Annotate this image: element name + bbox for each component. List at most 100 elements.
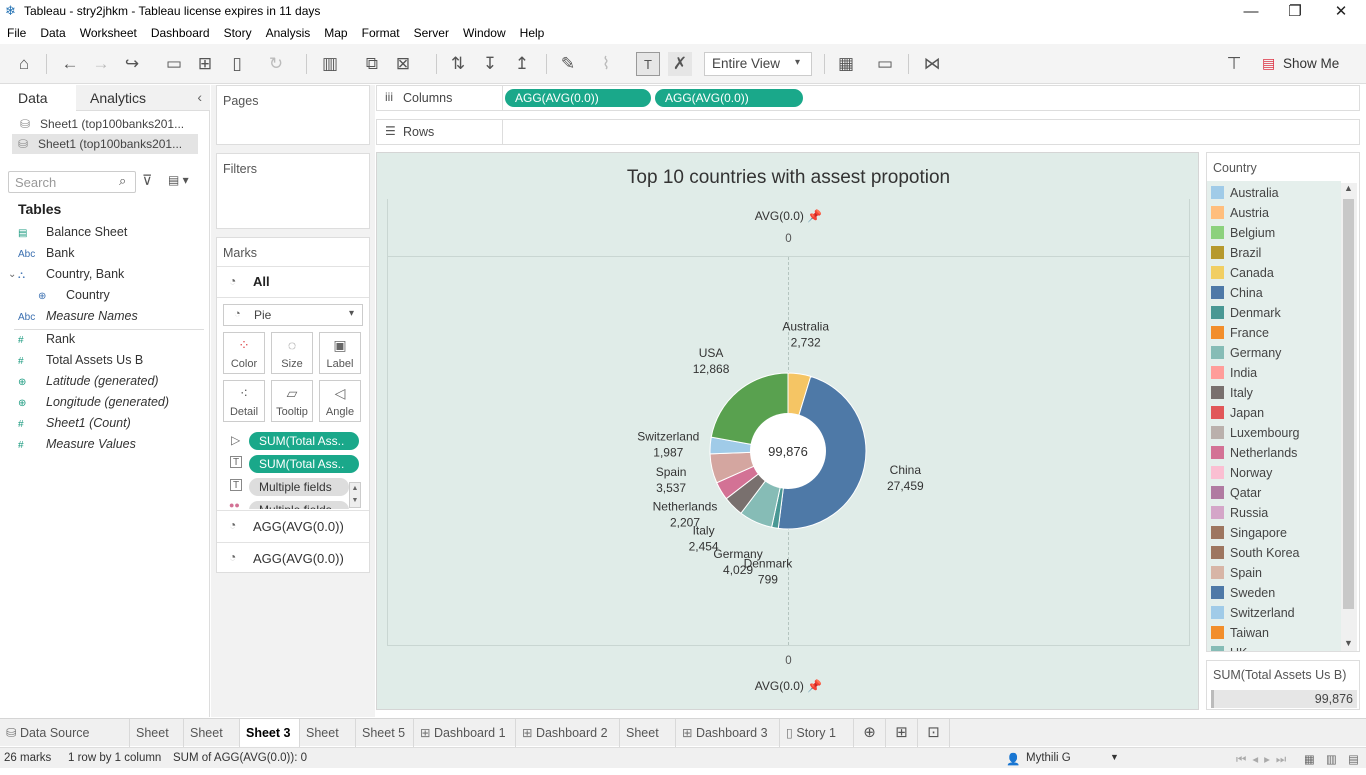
pause-updates-icon[interactable]: ▯ <box>232 54 242 73</box>
legend-item[interactable]: France <box>1211 323 1341 343</box>
field-bank[interactable]: Abc Bank <box>18 243 208 264</box>
menu-map[interactable]: Map <box>324 26 348 40</box>
legend-item[interactable]: Qatar <box>1211 483 1341 503</box>
menu-server[interactable]: Server <box>413 26 449 40</box>
new-worksheet-tab-icon[interactable]: ⊕ <box>854 719 886 747</box>
highlight-icon[interactable]: ✎ <box>560 54 576 73</box>
legend-item[interactable]: Luxembourg <box>1211 423 1341 443</box>
tooltip-button[interactable]: ▱ Tooltip <box>271 380 313 422</box>
tab-data-source[interactable]: ⛁ Data Source <box>0 719 130 747</box>
field-balance-sheet[interactable]: ▤ Balance Sheet <box>18 222 208 243</box>
columns-shelf[interactable]: iii Columns AGG(AVG(0.0)) AGG(AVG(0.0)) <box>376 85 1360 111</box>
tab-sheet-1[interactable]: Sheet 1 <box>130 719 184 768</box>
redo-icon[interactable]: → <box>92 54 110 73</box>
sort-ascending-icon[interactable]: ↧ <box>482 54 498 73</box>
legend-item[interactable]: China <box>1211 283 1341 303</box>
show-mark-labels-icon[interactable]: T <box>636 52 660 76</box>
new-data-source-icon[interactable]: ⊞ <box>197 54 213 73</box>
legend-item[interactable]: Spain <box>1211 563 1341 583</box>
menu-story[interactable]: Story <box>223 26 252 40</box>
menu-window[interactable]: Window <box>462 26 506 40</box>
show-cards-icon[interactable]: ▦ <box>837 54 855 73</box>
duplicate-sheet-icon[interactable]: ⧉ <box>365 54 379 73</box>
legend-item[interactable]: Italy <box>1211 383 1341 403</box>
mark-type-select[interactable]: ◔ Pie ▾ <box>223 304 363 326</box>
pie-chart[interactable]: 99,876 USA 12,868 Australia 2,732 China 27,459… <box>377 153 1200 711</box>
legend-item[interactable]: UK <box>1211 643 1341 651</box>
tab-dashboard-2[interactable]: ⊞ Dashboard 2 <box>516 719 620 747</box>
menu-analysis[interactable]: Analysis <box>265 26 311 40</box>
fit-select[interactable]: Entire View ▾ <box>704 52 812 76</box>
field-measure-names[interactable]: Abc Measure Names <box>18 306 208 327</box>
viz-canvas[interactable]: Top 10 countries with assest propotion A… <box>376 152 1199 710</box>
tab-sheet-3[interactable]: Sheet 3 <box>240 719 300 747</box>
minimize-button[interactable]: — <box>1243 3 1259 20</box>
format-painter-icon[interactable]: ⊤ <box>1226 54 1242 73</box>
new-worksheet-icon[interactable]: ▥ <box>321 54 339 73</box>
share-icon[interactable]: ⋈ <box>923 54 941 73</box>
legend-item[interactable]: Brazil <box>1211 243 1341 263</box>
legend-item[interactable]: South Korea <box>1211 543 1341 563</box>
tab-dashboard-3[interactable]: ⊞ Dashboard 3 <box>676 719 780 747</box>
swap-rows-columns-icon[interactable]: ⇅ <box>450 54 466 73</box>
column-pill[interactable]: AGG(AVG(0.0)) <box>655 89 803 107</box>
legend-item[interactable]: Switzerland <box>1211 603 1341 623</box>
data-source-item-selected[interactable]: ⛁ Sheet1 (top100banks201... <box>12 134 198 154</box>
sheet-navigation-icon[interactable]: ⏮◂▸⏭ <box>1236 754 1293 766</box>
field-longitude[interactable]: ⊕ Longitude (generated) <box>18 392 208 413</box>
field-measure-values[interactable]: # Measure Values <box>18 434 208 455</box>
close-button[interactable]: ✕ <box>1334 3 1348 20</box>
chevron-up-icon[interactable]: ▲ <box>1344 183 1353 193</box>
view-options-icon[interactable]: ▤ ▾ <box>168 173 189 187</box>
field-latitude[interactable]: ⊕ Latitude (generated) <box>18 371 208 392</box>
new-story-tab-icon[interactable]: ⊡ <box>918 719 950 747</box>
legend-item[interactable]: Taiwan <box>1211 623 1341 643</box>
group-icon[interactable]: ⌇ <box>601 54 611 73</box>
field-rank[interactable]: # Rank <box>18 329 208 350</box>
marks-all-row[interactable]: ◔ All <box>217 266 369 298</box>
legend-item[interactable]: Australia <box>1211 183 1341 203</box>
rows-shelf[interactable]: ☰ Rows <box>376 119 1360 145</box>
field-country-bank[interactable]: ⌄ ⛬ Country, Bank <box>8 264 208 285</box>
legend-item[interactable]: Canada <box>1211 263 1341 283</box>
legend-item[interactable]: Sweden <box>1211 583 1341 603</box>
legend-item[interactable]: Austria <box>1211 203 1341 223</box>
filter-icon[interactable]: ⊽ <box>142 172 153 188</box>
tab-sheet-2[interactable]: Sheet 2 <box>184 719 240 768</box>
label-button[interactable]: ▣ Label <box>319 332 361 374</box>
chevron-down-icon[interactable]: ▼ <box>1110 752 1119 762</box>
tab-story-1[interactable]: ▯ Story 1 <box>780 719 854 747</box>
clear-sheet-icon[interactable]: ⊠ <box>395 54 411 73</box>
angle-button[interactable]: ◁ Angle <box>319 380 361 422</box>
label-pill[interactable]: SUM(Total Ass.. <box>249 455 359 473</box>
sort-descending-icon[interactable]: ↥ <box>514 54 530 73</box>
refresh-icon[interactable]: ↻ <box>268 54 284 73</box>
chevron-down-icon[interactable]: ▼ <box>1344 638 1353 648</box>
scrollbar[interactable]: ▲ ▼ <box>349 482 361 508</box>
tab-data[interactable]: Data <box>0 85 76 111</box>
multiple-fields-pill[interactable]: Multiple fields <box>249 501 349 509</box>
field-sheet-count[interactable]: # Sheet1 (Count) <box>18 413 208 434</box>
pages-card[interactable]: Pages <box>216 85 370 145</box>
show-me-icon[interactable]: ▤ <box>1262 55 1276 71</box>
legend-item[interactable]: Denmark <box>1211 303 1341 323</box>
data-source-item[interactable]: ⛁ Sheet1 (top100banks201... <box>14 114 200 134</box>
status-user[interactable]: Mythili G <box>1026 752 1071 764</box>
chevron-down-icon[interactable]: ⌄ <box>8 269 17 280</box>
sheet-view-icon[interactable]: ▦ ▥ ▤ <box>1304 754 1363 766</box>
legend-item[interactable]: Belgium <box>1211 223 1341 243</box>
filters-card[interactable]: Filters <box>216 153 370 229</box>
agg-marks-row[interactable]: ◔ AGG(AVG(0.0)) <box>217 510 369 542</box>
color-button[interactable]: ⁘ Color <box>223 332 265 374</box>
menu-worksheet[interactable]: Worksheet <box>79 26 137 40</box>
tab-sheet-5[interactable]: Sheet 5 <box>356 719 414 747</box>
home-icon[interactable]: ⌂ <box>18 54 30 73</box>
menu-file[interactable]: File <box>7 26 27 40</box>
legend-item[interactable]: Germany <box>1211 343 1341 363</box>
show-me-button[interactable]: Show Me <box>1283 56 1340 71</box>
agg-marks-row[interactable]: ◔ AGG(AVG(0.0)) <box>217 542 369 573</box>
legend-item[interactable]: Japan <box>1211 403 1341 423</box>
legend-item[interactable]: Russia <box>1211 503 1341 523</box>
legend-item[interactable]: Singapore <box>1211 523 1341 543</box>
search-icon[interactable]: ⌕ <box>119 173 127 188</box>
